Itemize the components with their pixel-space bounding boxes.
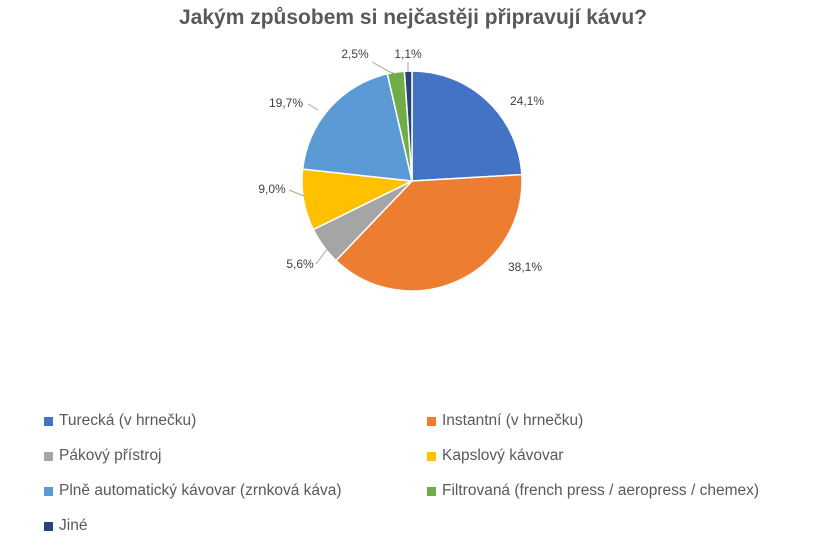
legend-item: Filtrovaná (french press / aeropress / c… <box>427 482 759 500</box>
legend-swatch <box>427 416 436 426</box>
chart-title: Jakým způsobem si nejčastěji připravují … <box>178 6 648 29</box>
legend-item: Kapslový kávovar <box>427 447 563 465</box>
legend-label: Kapslový kávovar <box>442 447 564 464</box>
legend-item: Turecká (v hrnečku) <box>44 412 196 430</box>
leader-line <box>315 247 329 265</box>
pie-slice <box>411 70 523 182</box>
data-label: 5,6% <box>286 257 314 271</box>
legend-label: Turecká (v hrnečku) <box>59 412 197 429</box>
legend-label: Pákový přístroj <box>59 447 162 464</box>
legend-swatch <box>44 451 53 461</box>
leader-line <box>288 189 305 197</box>
pie-slice <box>301 72 413 182</box>
pie-slice <box>334 173 523 292</box>
legend-swatch <box>427 451 436 461</box>
legend-swatch <box>44 486 53 496</box>
legend-swatch <box>44 521 53 531</box>
legend-item: Instantní (v hrnečku) <box>427 412 583 430</box>
data-label: 38,1% <box>508 260 542 274</box>
legend-label: Filtrovaná (french press / aeropress / c… <box>442 482 760 499</box>
data-label: 1,1% <box>394 47 422 61</box>
data-label: 24,1% <box>510 94 544 108</box>
legend-item: Pákový přístroj <box>44 447 162 465</box>
leader-line <box>371 61 397 75</box>
legend-swatch <box>44 416 53 426</box>
legend-item: Plně automatický kávovar (zrnková káva) <box>44 482 342 500</box>
legend-label: Instantní (v hrnečku) <box>442 412 584 429</box>
legend-label: Plně automatický kávovar (zrnková káva) <box>59 482 342 499</box>
data-label: 2,5% <box>341 47 369 61</box>
legend-swatch <box>427 486 436 496</box>
data-label: 9,0% <box>258 182 286 196</box>
pie-chart: 24,1% 38,1% 5,6% 9,0% 19,7% 2,5% 1,1% <box>258 47 544 292</box>
data-label: 19,7% <box>269 96 303 110</box>
legend-label: Jiné <box>59 517 88 534</box>
legend-item: Jiné <box>44 517 87 535</box>
leader-line <box>307 103 319 111</box>
